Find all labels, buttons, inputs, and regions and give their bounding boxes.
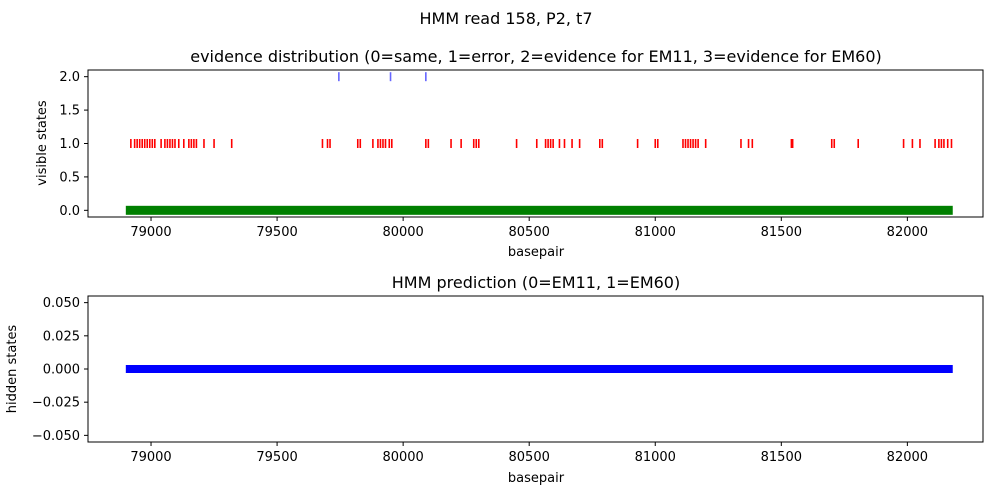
x-tick-label: 81000 bbox=[635, 225, 676, 240]
prediction-x-label: basepair bbox=[508, 471, 565, 486]
x-tick-label: 82000 bbox=[887, 225, 928, 240]
y-tick-label: 0.025 bbox=[43, 329, 80, 344]
prediction-y-ticks: 0.050 0.025 0.000 −0.025 −0.050 bbox=[32, 296, 88, 444]
y-tick-label: 1.5 bbox=[59, 104, 80, 119]
x-tick-label: 80000 bbox=[382, 225, 423, 240]
x-tick-label: 81500 bbox=[761, 450, 802, 465]
y-tick-label: −0.025 bbox=[32, 396, 80, 411]
y-tick-label: 0.050 bbox=[43, 296, 80, 311]
y-tick-label: 0.0 bbox=[59, 204, 80, 219]
evidence-x-ticks: 79000 79500 80000 80500 81000 81500 82000 bbox=[130, 217, 928, 240]
x-tick-label: 81000 bbox=[635, 450, 676, 465]
figure-suptitle: HMM read 158, P2, t7 bbox=[419, 9, 592, 28]
prediction-y-label: hidden states bbox=[5, 325, 20, 414]
x-tick-label: 80000 bbox=[382, 450, 423, 465]
evidence-x-label: basepair bbox=[508, 245, 565, 260]
x-tick-label: 79000 bbox=[130, 225, 171, 240]
y-tick-label: 1.0 bbox=[59, 137, 80, 152]
x-tick-label: 80500 bbox=[509, 450, 550, 465]
y-tick-label: 0.5 bbox=[59, 170, 80, 185]
series-0-band bbox=[125, 205, 953, 215]
evidence-frame bbox=[87, 69, 984, 218]
evidence-y-ticks: 0.0 0.5 1.0 1.5 2.0 bbox=[59, 70, 88, 219]
x-tick-label: 79500 bbox=[256, 225, 297, 240]
x-tick-label: 81500 bbox=[761, 225, 802, 240]
prediction-x-ticks: 79000 79500 80000 80500 81000 81500 82000 bbox=[130, 442, 928, 465]
x-tick-label: 82000 bbox=[887, 450, 928, 465]
x-tick-label: 79000 bbox=[130, 450, 171, 465]
x-tick-label: 80500 bbox=[509, 225, 550, 240]
evidence-title: evidence distribution (0=same, 1=error, … bbox=[190, 47, 882, 66]
x-tick-label: 79500 bbox=[256, 450, 297, 465]
y-tick-label: 2.0 bbox=[59, 70, 80, 85]
prediction-title: HMM prediction (0=EM11, 1=EM60) bbox=[392, 273, 680, 292]
evidence-marks bbox=[125, 72, 953, 215]
prediction-axes: HMM prediction (0=EM11, 1=EM60) 79000 795… bbox=[5, 273, 984, 486]
evidence-axes: evidence distribution (0=same, 1=error, … bbox=[35, 47, 984, 260]
y-tick-label: −0.050 bbox=[32, 429, 80, 444]
evidence-y-label: visible states bbox=[35, 100, 50, 186]
y-tick-label: 0.000 bbox=[43, 363, 80, 378]
